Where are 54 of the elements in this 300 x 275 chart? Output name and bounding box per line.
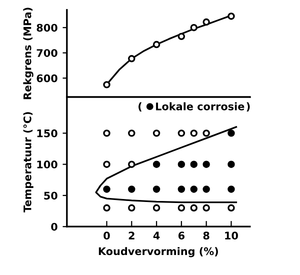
point [152,186,160,193]
point [128,204,136,212]
point [228,186,235,193]
point [228,12,235,20]
x-tick-label: 4 [153,232,160,240]
x-tick-label: 0 [104,232,110,240]
point [202,204,210,212]
point [228,160,235,168]
annotation: ( [138,102,142,112]
point [190,160,198,168]
point [152,130,160,137]
point [178,130,186,137]
y-tick-label: 700 [36,49,58,57]
point [190,204,198,212]
y-axis-title: Rekgrens (MPa) [23,8,34,100]
point [202,18,210,26]
point [152,204,160,212]
x-axis-title: Koudvervorming (%) [98,247,218,258]
point [103,204,110,212]
point [228,130,235,137]
y-axis-title: Temperatuur (°C) [23,112,34,212]
point [190,186,198,193]
point [190,130,198,137]
y-tick-label: 600 [36,74,58,82]
point [178,32,186,40]
point [152,160,160,168]
point [202,160,210,168]
y-tick-label: 150 [37,129,58,138]
point [103,130,110,137]
x-tick-label: 6 [178,232,184,240]
point [178,204,186,212]
point [178,186,186,193]
point [103,81,110,88]
point [128,160,136,168]
point [103,186,110,193]
point [103,160,110,168]
point [128,186,136,193]
point [202,186,210,193]
point [178,160,186,168]
annotation: ) [246,102,250,112]
y-tick-label: 800 [36,24,58,32]
point [190,24,198,32]
point [152,40,160,48]
x-tick-label: 2 [128,232,134,240]
point [128,130,136,137]
x-tick-label: 10 [225,232,238,240]
point [202,130,210,137]
legend-label: Lokale corrosie [156,102,244,110]
point [128,55,136,62]
y-tick-label: 100 [37,160,58,168]
point [228,204,235,212]
y-tick-label: 0 [51,222,58,231]
x-tick-label: 8 [203,232,210,240]
y-tick-label: 50 [44,192,58,200]
